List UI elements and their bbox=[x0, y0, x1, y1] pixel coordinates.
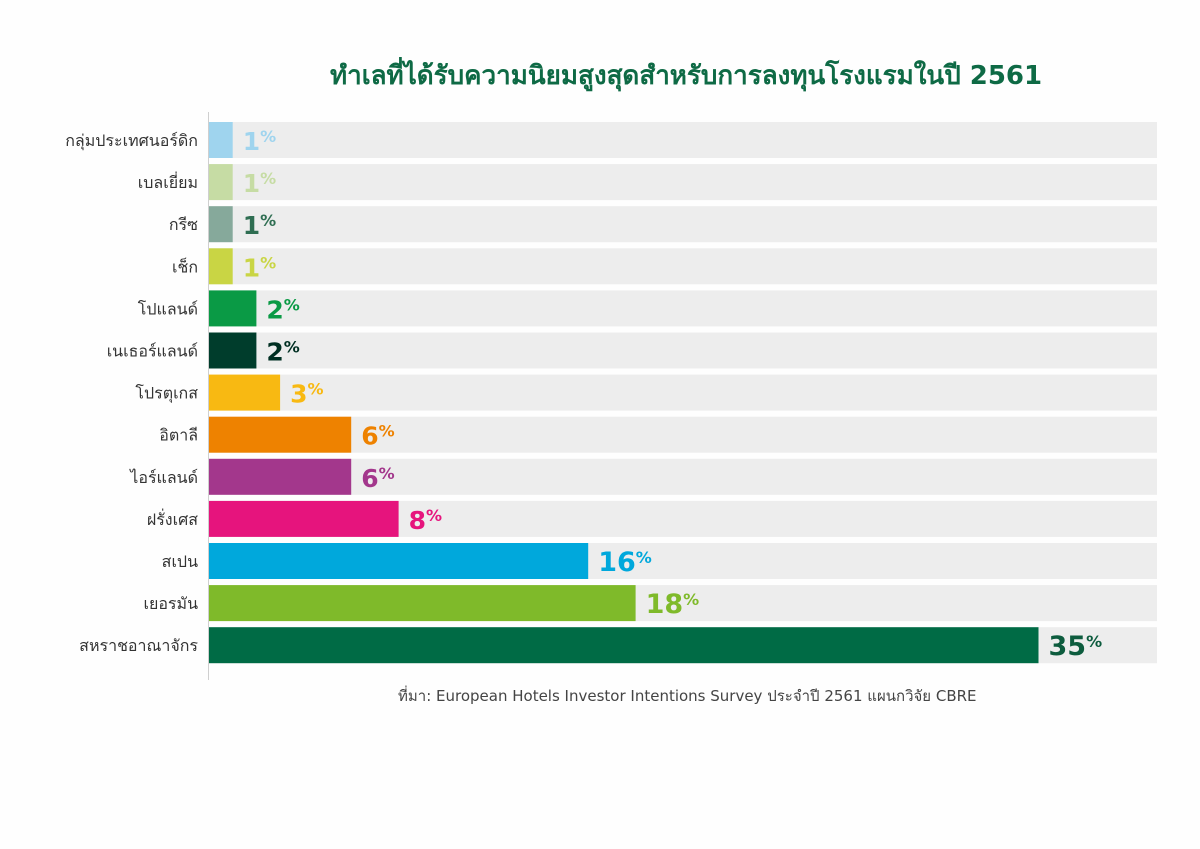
category-label: ฝรั่งเศส bbox=[147, 508, 198, 529]
bar-track bbox=[209, 332, 1157, 369]
bar-track bbox=[209, 164, 1157, 201]
data-label-unit: % bbox=[260, 127, 276, 146]
bar bbox=[209, 290, 257, 327]
category-label: กลุ่มประเทศนอร์ดิก bbox=[65, 131, 198, 151]
data-label-unit: % bbox=[683, 590, 699, 609]
category-label: สเปน bbox=[162, 552, 198, 571]
data-label-unit: % bbox=[379, 464, 395, 483]
chart-title: ทำเลที่ได้รับความนิยมสูงสุดสำหรับการลงทุ… bbox=[330, 61, 1043, 91]
data-label-unit: % bbox=[260, 211, 276, 230]
data-label-unit: % bbox=[379, 422, 395, 441]
bar-track bbox=[209, 416, 1157, 453]
category-label: เช็ก bbox=[172, 256, 198, 276]
bar-track bbox=[209, 122, 1157, 158]
data-label-unit: % bbox=[1086, 632, 1102, 651]
data-label-unit: % bbox=[260, 169, 276, 188]
bar bbox=[209, 500, 399, 537]
data-label-unit: % bbox=[426, 506, 442, 525]
data-label-unit: % bbox=[284, 338, 300, 357]
bar-track bbox=[209, 248, 1157, 285]
bar-track bbox=[209, 374, 1157, 411]
bar-track bbox=[209, 206, 1157, 243]
bar bbox=[209, 416, 352, 453]
data-label: 3% bbox=[290, 380, 323, 409]
bar bbox=[209, 585, 636, 622]
category-label: กรีซ bbox=[169, 215, 198, 234]
category-label: เนเธอร์แลนด์ bbox=[107, 342, 198, 361]
bar-track bbox=[209, 458, 1157, 495]
category-label: โปรตุเกส bbox=[135, 384, 198, 404]
bar bbox=[209, 164, 233, 201]
data-label: 35% bbox=[1049, 631, 1103, 662]
bar bbox=[209, 122, 233, 158]
data-label-unit: % bbox=[636, 548, 652, 567]
source-note: ที่มา: European Hotels Investor Intentio… bbox=[398, 687, 977, 705]
data-label: 6% bbox=[361, 422, 394, 451]
bar bbox=[209, 206, 233, 243]
bar bbox=[209, 248, 233, 285]
data-label-unit: % bbox=[308, 380, 324, 399]
bar bbox=[209, 627, 1039, 664]
category-label: โปแลนด์ bbox=[138, 299, 198, 318]
bar bbox=[209, 374, 281, 411]
bar-track bbox=[209, 290, 1157, 327]
category-label: เบลเยี่ยม bbox=[138, 171, 198, 192]
data-label-unit: % bbox=[260, 253, 276, 272]
category-label: อิตาลี bbox=[159, 426, 198, 445]
bar bbox=[209, 332, 257, 369]
data-label-unit: % bbox=[284, 295, 300, 314]
bar bbox=[209, 543, 589, 579]
bar bbox=[209, 458, 352, 495]
axis-line bbox=[208, 112, 209, 680]
category-label: ไอร์แลนด์ bbox=[128, 468, 198, 487]
category-label: สหราชอาณาจักร bbox=[79, 636, 198, 655]
category-label: เยอรมัน bbox=[143, 594, 198, 613]
